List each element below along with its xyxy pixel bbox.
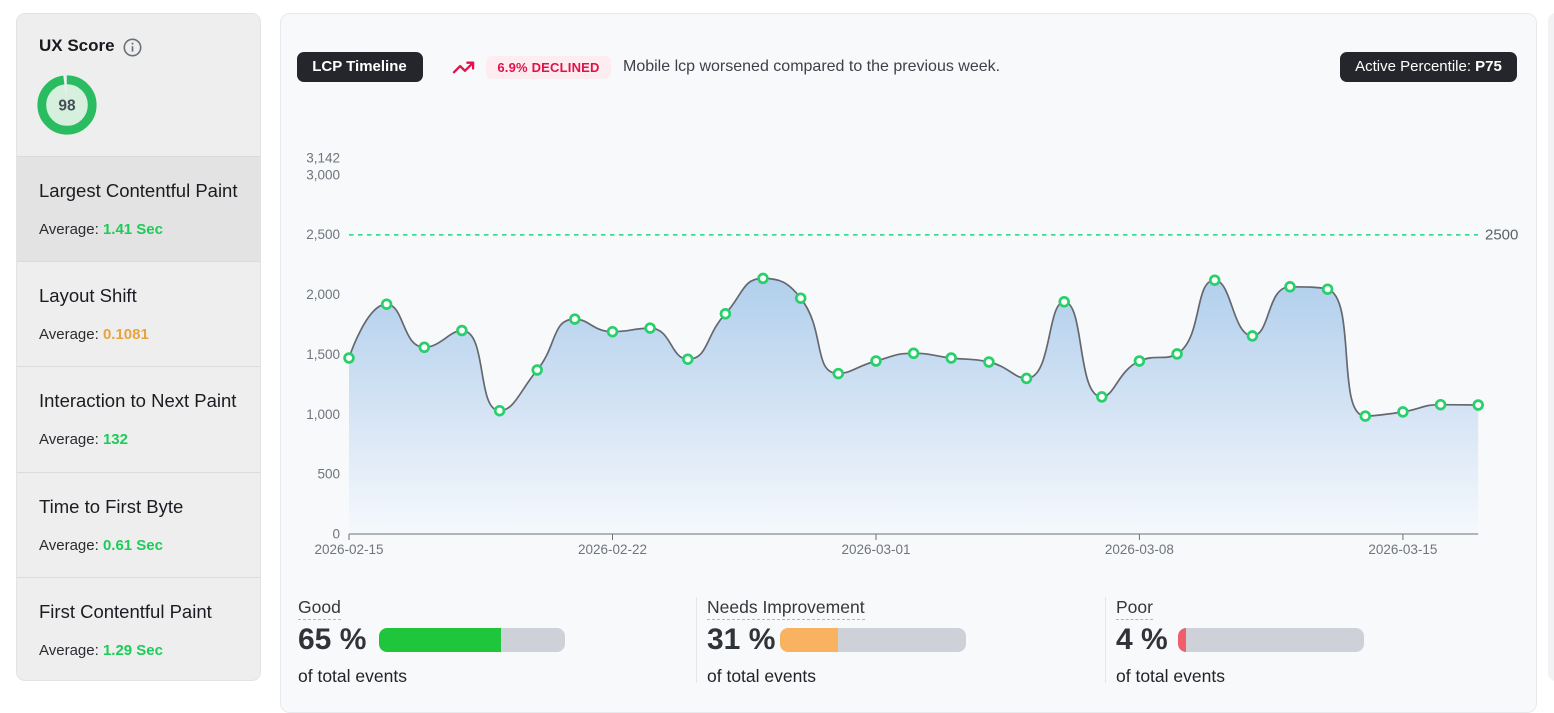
svg-text:3,142: 3,142: [306, 150, 340, 165]
svg-text:2,500: 2,500: [306, 227, 340, 242]
svg-text:2026-03-08: 2026-03-08: [1105, 542, 1174, 557]
svg-text:2026-02-15: 2026-02-15: [314, 542, 383, 557]
svg-text:2,000: 2,000: [306, 287, 340, 302]
svg-text:1,500: 1,500: [306, 347, 340, 362]
svg-text:0: 0: [332, 527, 340, 542]
svg-text:2026-03-15: 2026-03-15: [1368, 542, 1437, 557]
svg-text:2500: 2500: [1485, 226, 1518, 243]
svg-text:2026-02-22: 2026-02-22: [578, 542, 647, 557]
svg-text:2026-03-01: 2026-03-01: [841, 542, 910, 557]
svg-text:500: 500: [317, 467, 340, 482]
svg-text:98: 98: [58, 97, 76, 114]
svg-text:1,000: 1,000: [306, 407, 340, 422]
svg-text:3,000: 3,000: [306, 167, 340, 182]
